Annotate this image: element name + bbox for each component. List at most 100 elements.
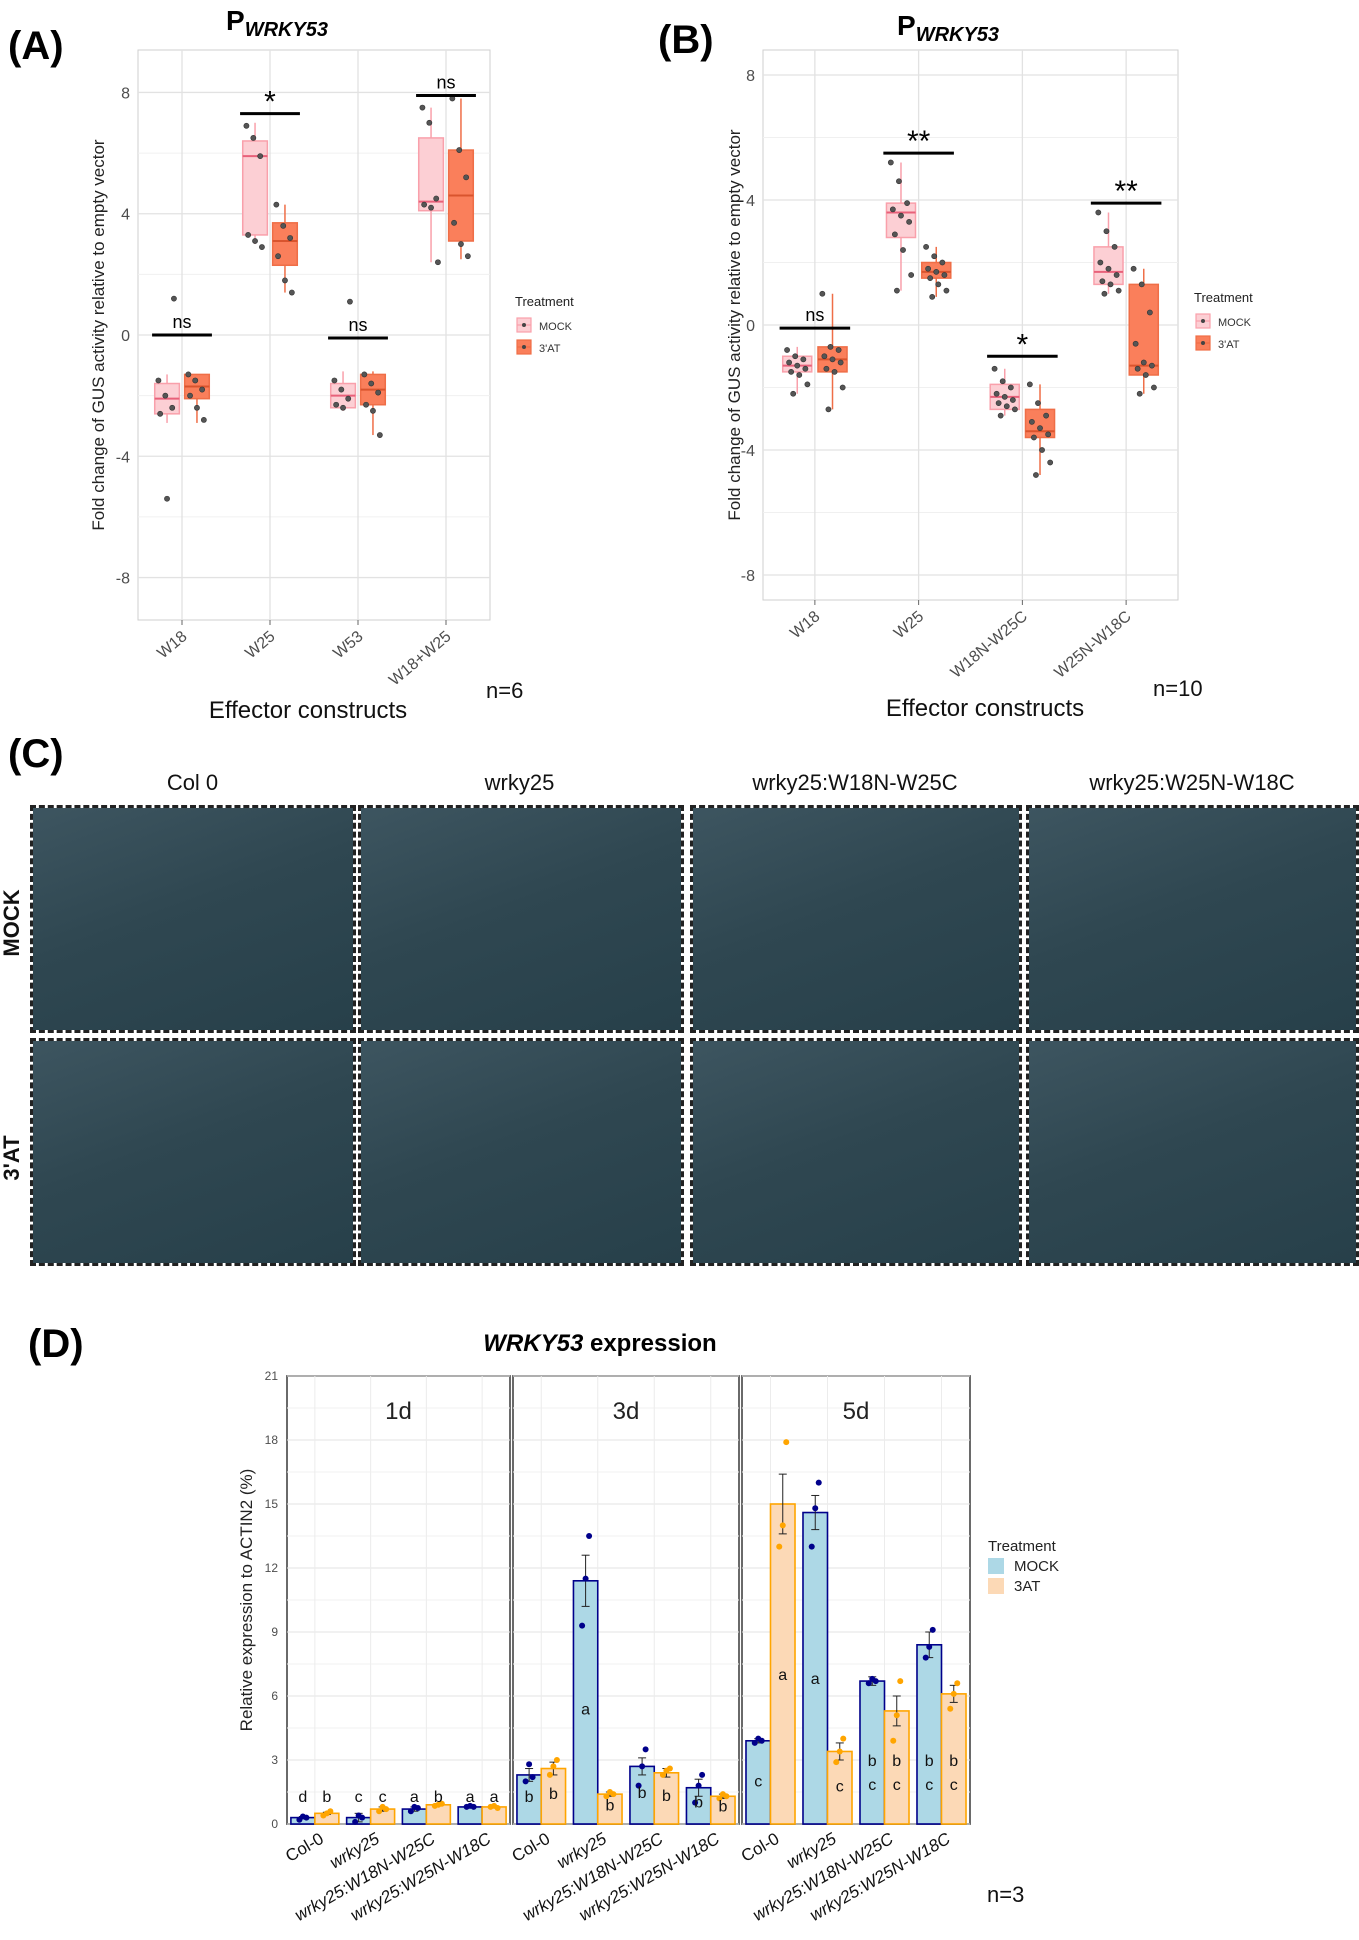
data-point [435,259,441,266]
row-label-3at: 3'AT [0,1135,24,1181]
y-tick-label: 12 [265,1561,279,1575]
bar [769,1503,796,1825]
data-point [470,1803,477,1810]
data-point [792,353,799,360]
significance-letter: a [410,1789,419,1806]
significance-letter: b [892,1753,901,1770]
bar-3at-wrky25-w25n-w18c: b [709,1791,736,1825]
facet-label: 1d [385,1398,412,1425]
data-point [426,119,433,126]
box-body [271,222,299,267]
data-point [758,1737,765,1744]
data-point [1148,362,1155,369]
significance-letter: b [322,1789,331,1806]
data-point [893,1712,900,1719]
bar [826,1750,853,1825]
significance-letter: c [893,1777,901,1794]
y-axis-label: Fold change of GUS activity relative to … [89,139,108,531]
data-point [522,1778,529,1785]
significance-letter: b [638,1785,647,1802]
data-point [464,253,471,260]
data-point [376,1808,383,1815]
x-tick-label: Col-0 [509,1829,554,1866]
legend-title: Treatment [988,1538,1057,1555]
chart-title: PWRKY53 [226,5,328,41]
data-point [926,1643,933,1650]
data-point [804,381,811,388]
data-point [827,343,834,350]
data-point [1033,472,1039,478]
legend-item-label: MOCK [1218,317,1252,329]
data-point [579,1622,586,1629]
data-point [243,122,250,129]
data-point [815,1479,822,1486]
data-point [303,1814,310,1821]
data-point [586,1533,593,1539]
data-point [333,401,340,408]
data-point [929,1626,936,1633]
data-point [783,1439,790,1446]
data-point [887,159,894,166]
data-point [831,368,838,375]
row-label-mock: MOCK [0,889,24,957]
y-tick-label: 8 [121,85,130,102]
data-point [802,365,809,372]
box-mock-w18 [781,346,813,397]
data-point [187,392,193,399]
significance-letter: b [925,1753,934,1770]
significance-letter: c [868,1777,876,1794]
box-3at-w18 [183,371,211,423]
data-point [929,293,936,300]
data-point [603,1793,610,1800]
col-header-w25n-w18c: wrky25:W25N-W18C [1089,770,1295,795]
significance-letter: a [581,1702,590,1719]
bar-mock-wrky25-w25n-w18c: bc [916,1626,943,1825]
box-3at-w25 [271,201,299,296]
data-point [819,290,826,297]
significance-label: ns [348,315,367,335]
y-tick-label: 3 [271,1753,278,1767]
x-tick-label: W25N-W18C [1052,608,1135,682]
data-point [414,1805,421,1811]
panel-label-c: (C) [8,732,64,776]
data-point [259,244,265,250]
data-point [1097,259,1104,266]
sample-size-label: n=10 [1153,676,1203,701]
bar [596,1793,623,1825]
y-tick-label: 4 [121,207,130,224]
data-point [1130,265,1137,272]
bar-3at-wrky25-w18n-w25c: b [425,1789,452,1825]
data-point [347,298,353,305]
data-point [837,359,844,366]
data-point [900,247,906,253]
chart-title-rest: expression [583,1330,716,1357]
box-3at-w53 [359,371,387,438]
data-point [890,1737,897,1744]
significance-letter: c [925,1777,933,1794]
data-point [1003,403,1010,410]
significance-letter: c [950,1777,958,1794]
data-point [794,362,801,369]
data-point [1107,281,1114,288]
photo-3at-w25n-w18c [1026,1038,1359,1266]
photo-mock-wrky25 [358,805,684,1033]
y-tick-label: -4 [741,443,755,460]
sample-size-label: n=6 [486,678,523,703]
data-point [931,253,938,260]
data-point [999,378,1006,385]
y-tick-label: 0 [746,318,755,335]
data-point [338,386,345,393]
data-point [1151,384,1157,391]
box-body [417,137,445,212]
sample-size-label: n=3 [987,1882,1024,1907]
data-point [368,380,375,387]
data-point [833,1759,840,1766]
significance-letter: c [836,1778,844,1795]
significance-letter: b [949,1753,958,1770]
y-axis-label: Relative expression to ACTIN2 (%) [237,1469,256,1732]
bar [481,1806,507,1825]
data-point [776,1543,783,1550]
photo-3at-col0 [30,1038,356,1266]
bar [653,1771,680,1825]
x-tick-label: W53 [330,628,366,662]
